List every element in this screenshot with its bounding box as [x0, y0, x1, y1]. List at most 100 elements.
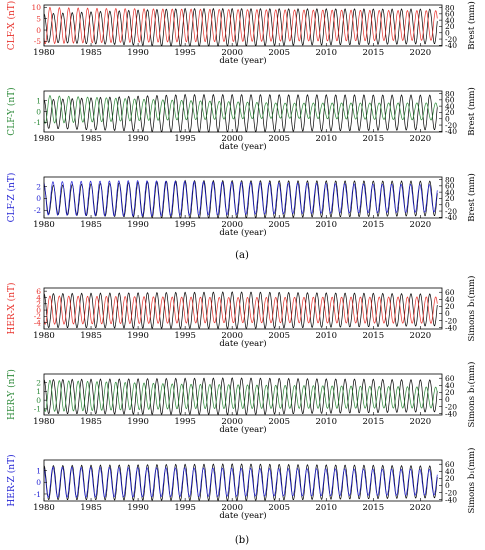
series-line-left	[43, 379, 438, 413]
x-tick-label: 1980	[33, 503, 55, 513]
y-right-tick-label: 60	[445, 182, 455, 191]
plot-frame	[43, 373, 443, 416]
x-tick-label: 2015	[362, 48, 384, 58]
x-tick-label: 1980	[33, 331, 55, 341]
y-right-tick-label: 0	[445, 309, 450, 318]
y-right-tick-label: -40	[445, 495, 457, 504]
x-tick-label: 2005	[268, 220, 290, 230]
x-tick-label: 2010	[315, 417, 337, 427]
x-axis-title: date (year)	[219, 510, 266, 521]
x-tick-label: 2005	[268, 503, 290, 513]
y-left-tick-label: 1	[36, 387, 41, 396]
y-right-axis-title: Simons b₁(mm)	[466, 276, 477, 342]
x-tick-label: 1980	[33, 48, 55, 58]
x-tick-label: 2020	[410, 48, 432, 58]
x-tick-label: 1985	[80, 134, 102, 144]
series-line-right	[43, 179, 438, 219]
x-tick-label: 2010	[315, 331, 337, 341]
y-right-axis-title: Simons b₁(mm)	[466, 362, 477, 428]
x-tick-label: 2005	[268, 134, 290, 144]
y-left-tick-label: 1	[36, 466, 41, 475]
x-tick-label: 1980	[33, 417, 55, 427]
y-left-tick-label: 4	[36, 293, 41, 302]
y-left-tick-label: 2	[36, 379, 41, 388]
y-right-tick-label: -40	[445, 213, 457, 222]
y-right-tick-label: 20	[445, 108, 455, 117]
x-tick-label: 2010	[315, 220, 337, 230]
y-left-tick-label: 10	[31, 3, 41, 12]
x-tick-label: 2015	[362, 503, 384, 513]
y-right-tick-label: 20	[445, 194, 455, 203]
y-right-tick-label: 0	[445, 481, 450, 490]
series-line-left	[43, 295, 438, 325]
y-right-axis-title: Simons b₁(mm)	[466, 448, 477, 514]
x-tick-label: 2020	[410, 417, 432, 427]
x-tick-label: 2000	[221, 48, 243, 58]
y-right-tick-label: 0	[445, 115, 450, 124]
plot-panel: 1980 1985 1990 1995 2000 2005 2010 2015 2020date…	[6, 276, 477, 349]
y-right-tick-label: 60	[445, 374, 455, 383]
y-right-tick-label: 60	[445, 460, 455, 469]
panel-b-label: (b)	[235, 535, 249, 546]
x-axis-title: date (year)	[219, 338, 266, 349]
x-tick-label: 2010	[315, 503, 337, 513]
y-left-tick-label: 0	[36, 194, 41, 203]
x-tick-label: 2015	[362, 220, 384, 230]
x-tick-label: 1985	[80, 220, 102, 230]
y-right-tick-label: 40	[445, 188, 455, 197]
x-tick-label: 2010	[315, 134, 337, 144]
y-right-tick-label: 60	[445, 96, 455, 105]
y-right-tick-label: -20	[445, 316, 457, 325]
y-right-axis-title: Brest (mm)	[466, 1, 477, 50]
y-right-tick-label: 80	[445, 175, 455, 184]
x-axis-title: date (year)	[219, 424, 266, 435]
y-left-axis-title: CLF-Y (nT)	[6, 87, 17, 135]
y-right-tick-label: -20	[445, 121, 457, 130]
y-right-axis-title: Brest (mm)	[466, 173, 477, 222]
y-left-tick-label: 5	[36, 14, 41, 23]
x-tick-label: 2000	[221, 331, 243, 341]
x-axis-title: date (year)	[219, 227, 266, 238]
series-line-left	[43, 180, 438, 217]
y-right-tick-label: 40	[445, 467, 455, 476]
y-left-tick-label: 1	[36, 97, 41, 106]
y-right-tick-label: -20	[445, 35, 457, 44]
y-right-tick-label: 20	[445, 388, 455, 397]
series-line-left	[43, 6, 438, 45]
y-left-tick-label: -2	[34, 206, 42, 215]
x-tick-label: 1980	[33, 220, 55, 230]
series-line-left	[43, 95, 438, 124]
panel-a-label: (a)	[235, 250, 249, 261]
plot-panel: 1980 1985 1990 1995 2000 2005 2010 2015 2020date…	[6, 362, 477, 435]
y-left-tick-label: 0	[36, 306, 41, 315]
x-tick-label: 2000	[221, 134, 243, 144]
x-tick-label: 1990	[127, 220, 149, 230]
y-right-tick-label: -40	[445, 41, 457, 50]
series-line-right	[43, 93, 438, 133]
y-left-tick-label: -1	[34, 118, 41, 127]
x-tick-label: 1995	[174, 503, 196, 513]
x-tick-label: 2020	[410, 331, 432, 341]
plot-panel: 1980 1985 1990 1995 2000 2005 2010 2015 2020date…	[6, 173, 477, 238]
x-tick-label: 1985	[80, 331, 102, 341]
y-left-axis-title: HER-Z (nT)	[6, 454, 17, 506]
x-tick-label: 2020	[410, 503, 432, 513]
x-tick-label: 1995	[174, 220, 196, 230]
y-right-tick-label: 20	[445, 302, 455, 311]
y-left-tick-label: 2	[36, 182, 41, 191]
x-tick-label: 1995	[174, 331, 196, 341]
y-right-tick-label: 0	[445, 29, 450, 38]
plot-panel: 1980 1985 1990 1995 2000 2005 2010 2015 2020date…	[6, 448, 477, 521]
y-right-tick-label: 60	[445, 288, 455, 297]
y-right-tick-label: 0	[445, 395, 450, 404]
y-left-axis-title: CLF-Z (nT)	[6, 173, 17, 223]
y-right-tick-label: -40	[445, 323, 457, 332]
x-tick-label: 2020	[410, 134, 432, 144]
series-line-right	[43, 7, 438, 47]
y-left-tick-label: 0	[36, 396, 41, 405]
x-tick-label: 2000	[221, 417, 243, 427]
x-tick-label: 2015	[362, 417, 384, 427]
y-right-tick-label: 40	[445, 16, 455, 25]
x-tick-label: 2010	[315, 48, 337, 58]
y-right-tick-label: 40	[445, 381, 455, 390]
